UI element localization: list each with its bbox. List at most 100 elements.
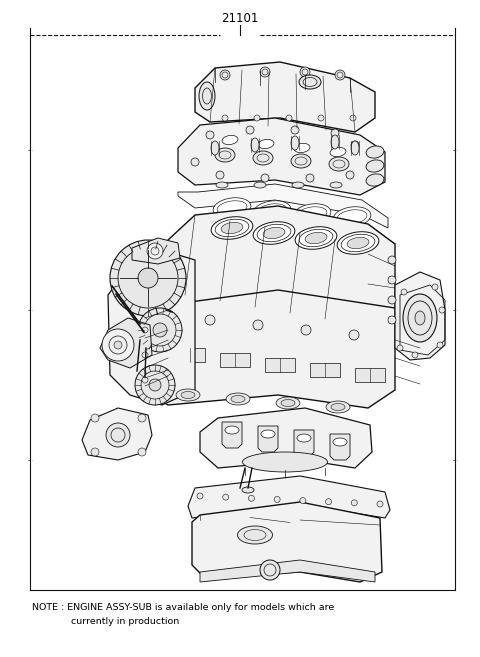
Polygon shape — [192, 502, 382, 582]
Circle shape — [331, 129, 339, 137]
Ellipse shape — [222, 135, 238, 145]
Ellipse shape — [211, 217, 253, 239]
Circle shape — [325, 499, 332, 505]
Polygon shape — [200, 560, 375, 582]
Circle shape — [222, 115, 228, 121]
Ellipse shape — [215, 148, 235, 162]
Circle shape — [206, 131, 214, 139]
Circle shape — [91, 414, 99, 422]
Ellipse shape — [226, 393, 250, 405]
Circle shape — [388, 316, 396, 324]
Circle shape — [138, 308, 182, 352]
Ellipse shape — [293, 204, 331, 224]
Circle shape — [216, 171, 224, 179]
Text: currently in production: currently in production — [50, 618, 179, 627]
Circle shape — [318, 115, 324, 121]
Ellipse shape — [337, 232, 379, 254]
Circle shape — [260, 67, 270, 77]
Polygon shape — [145, 290, 395, 408]
Ellipse shape — [213, 198, 251, 218]
Circle shape — [260, 560, 280, 580]
Ellipse shape — [305, 233, 327, 244]
Circle shape — [286, 115, 292, 121]
Polygon shape — [82, 408, 152, 460]
Ellipse shape — [292, 182, 304, 188]
Polygon shape — [100, 318, 152, 368]
Ellipse shape — [331, 403, 345, 411]
Circle shape — [351, 500, 357, 506]
Circle shape — [291, 126, 299, 134]
Text: 21101: 21101 — [221, 12, 259, 24]
Polygon shape — [178, 118, 385, 195]
Text: NOTE : ENGINE ASSY-SUB is available only for models which are: NOTE : ENGINE ASSY-SUB is available only… — [32, 602, 334, 612]
Ellipse shape — [225, 426, 239, 434]
Circle shape — [153, 323, 167, 337]
Circle shape — [197, 493, 203, 499]
Circle shape — [306, 174, 314, 182]
Circle shape — [437, 342, 443, 348]
Circle shape — [135, 365, 175, 405]
Ellipse shape — [291, 136, 299, 150]
Circle shape — [138, 448, 146, 456]
Circle shape — [401, 289, 407, 295]
Polygon shape — [195, 62, 375, 132]
Ellipse shape — [216, 182, 228, 188]
Polygon shape — [220, 353, 250, 367]
Circle shape — [300, 497, 306, 503]
Ellipse shape — [366, 174, 384, 186]
Ellipse shape — [331, 135, 339, 149]
Polygon shape — [188, 476, 390, 518]
Ellipse shape — [254, 182, 266, 188]
Polygon shape — [265, 358, 295, 372]
Circle shape — [147, 243, 163, 259]
Circle shape — [254, 115, 260, 121]
Polygon shape — [222, 422, 242, 448]
Circle shape — [102, 329, 134, 361]
Circle shape — [138, 268, 158, 288]
Ellipse shape — [347, 237, 369, 248]
Ellipse shape — [333, 207, 371, 227]
Circle shape — [246, 126, 254, 134]
Ellipse shape — [415, 311, 425, 325]
Ellipse shape — [297, 434, 311, 442]
Circle shape — [351, 141, 359, 149]
Circle shape — [377, 501, 383, 507]
Circle shape — [91, 448, 99, 456]
Ellipse shape — [299, 75, 321, 89]
Ellipse shape — [366, 160, 384, 172]
Polygon shape — [132, 238, 180, 264]
Ellipse shape — [199, 82, 215, 110]
Polygon shape — [178, 184, 388, 228]
Circle shape — [350, 115, 356, 121]
Polygon shape — [294, 430, 314, 456]
Circle shape — [388, 276, 396, 284]
Ellipse shape — [242, 487, 254, 493]
Circle shape — [253, 320, 263, 330]
Circle shape — [110, 240, 186, 316]
Circle shape — [149, 379, 161, 391]
Ellipse shape — [276, 397, 300, 409]
Circle shape — [388, 256, 396, 264]
Ellipse shape — [351, 141, 359, 155]
Circle shape — [142, 327, 148, 333]
Circle shape — [138, 414, 146, 422]
Polygon shape — [200, 408, 372, 468]
Polygon shape — [168, 206, 395, 324]
Ellipse shape — [231, 396, 245, 403]
Circle shape — [142, 377, 148, 383]
Circle shape — [274, 497, 280, 503]
Polygon shape — [355, 368, 385, 382]
Circle shape — [300, 67, 310, 77]
Circle shape — [439, 307, 445, 313]
Circle shape — [397, 345, 403, 351]
Ellipse shape — [326, 401, 350, 413]
Ellipse shape — [181, 392, 195, 399]
Ellipse shape — [281, 399, 295, 407]
Ellipse shape — [253, 201, 291, 221]
Circle shape — [249, 495, 254, 501]
Circle shape — [191, 158, 199, 166]
Ellipse shape — [329, 157, 349, 171]
Polygon shape — [108, 250, 195, 405]
Ellipse shape — [253, 151, 273, 165]
Polygon shape — [330, 434, 350, 460]
